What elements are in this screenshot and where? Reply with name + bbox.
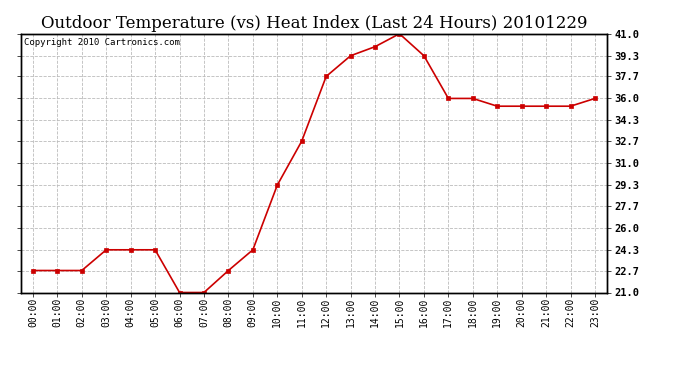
Text: Copyright 2010 Cartronics.com: Copyright 2010 Cartronics.com bbox=[23, 38, 179, 46]
Title: Outdoor Temperature (vs) Heat Index (Last 24 Hours) 20101229: Outdoor Temperature (vs) Heat Index (Las… bbox=[41, 15, 587, 32]
